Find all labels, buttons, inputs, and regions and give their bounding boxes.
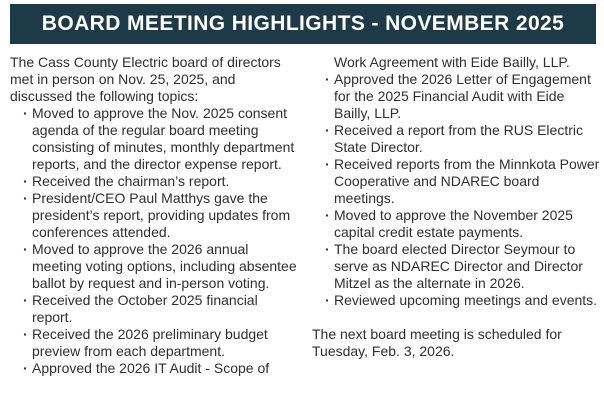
right-column: Work Agreement with Eide Bailly, LLP. Ap…	[312, 54, 600, 377]
list-item: Approved the 2026 Letter of Engagement f…	[312, 71, 600, 122]
page-title: BOARD MEETING HIGHLIGHTS - NOVEMBER 2025	[41, 12, 565, 35]
list-item: Approved the 2026 IT Audit - Scope of	[10, 360, 300, 377]
closing-paragraph: The next board meeting is scheduled for …	[312, 326, 562, 359]
list-item: Received the 2026 preliminary budget pre…	[10, 326, 300, 360]
left-column: The Cass County Electric board of direct…	[10, 54, 300, 377]
list-item: The board elected Director Seymour to se…	[312, 241, 600, 292]
continuation-line: Work Agreement with Eide Bailly, LLP.	[334, 54, 570, 70]
left-bullet-list: Moved to approve the Nov. 2025 consent a…	[10, 105, 300, 377]
list-item: Moved to approve the 2026 annual meeting…	[10, 241, 300, 292]
list-item: Received the chairman’s report.	[10, 173, 300, 190]
list-item: Received the October 2025 financial repo…	[10, 292, 300, 326]
list-item: Received reports from the Minnkota Power…	[312, 156, 600, 207]
list-item: President/CEO Paul Matthys gave the pres…	[10, 190, 300, 241]
list-item: Moved to approve the Nov. 2025 consent a…	[10, 105, 300, 173]
intro-paragraph: The Cass County Electric board of direct…	[10, 54, 281, 104]
list-item: Moved to approve the November 2025 capit…	[312, 207, 600, 241]
right-bullet-list: Approved the 2026 Letter of Engagement f…	[312, 71, 600, 309]
header-banner: BOARD MEETING HIGHLIGHTS - NOVEMBER 2025	[10, 4, 596, 44]
article-body: The Cass County Electric board of direct…	[0, 44, 604, 377]
list-item: Received a report from the RUS Electric …	[312, 122, 600, 156]
list-item: Reviewed upcoming meetings and events.	[312, 292, 600, 309]
